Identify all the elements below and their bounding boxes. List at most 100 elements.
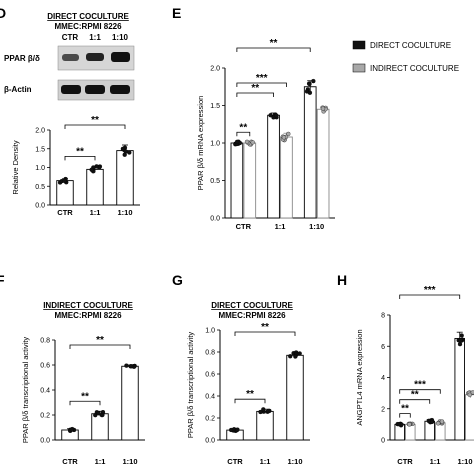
significance-bracket <box>399 294 461 299</box>
y-tick-label: 0.5 <box>210 178 220 185</box>
bar <box>303 86 317 219</box>
data-point <box>120 146 126 151</box>
y-axis-label: Relative Density <box>11 140 20 194</box>
y-tick-label: 2.0 <box>210 66 220 73</box>
data-point <box>281 135 287 140</box>
data-point <box>288 354 293 359</box>
panel-d-header-1: DIRECT COCULTURE <box>47 12 129 21</box>
bar <box>465 394 474 441</box>
significance-label: *** <box>256 73 268 84</box>
x-tick-label: CTR <box>62 457 78 466</box>
panel-f-header-2: MMEC:RPMI 8226 <box>54 311 122 320</box>
data-point <box>268 113 273 118</box>
data-point <box>62 178 67 183</box>
y-tick-label: 0.8 <box>40 338 50 345</box>
x-tick-label: 1:10 <box>287 457 302 466</box>
y-tick-label: 1.0 <box>35 165 45 172</box>
significance-label: ** <box>76 146 84 157</box>
y-tick-label: 8 <box>381 313 385 320</box>
bar <box>243 142 257 219</box>
data-point <box>307 81 312 87</box>
significance-label: ** <box>251 83 259 94</box>
chart-panel-e: 0.0 0.5 1.0 1.5 2.0 PPAR β/δ mRNA expression C… <box>196 38 335 231</box>
significance-label: *** <box>424 285 436 296</box>
data-point <box>457 342 463 347</box>
data-point <box>274 113 279 118</box>
bar <box>405 423 416 441</box>
bar <box>230 142 244 219</box>
bar <box>280 136 293 219</box>
bar <box>256 410 274 441</box>
data-point <box>293 354 298 359</box>
x-tick-label: CTR <box>397 457 413 466</box>
significance-label: ** <box>261 322 269 333</box>
data-point <box>258 409 263 415</box>
y-tick-label: 0.0 <box>210 216 220 223</box>
x-tick-label: 1:10 <box>122 457 137 466</box>
data-point <box>127 150 132 155</box>
significance-bracket <box>236 92 274 97</box>
legend: DIRECT COCULTURE INDIRECT COCULTURE <box>352 40 459 73</box>
y-tick-label: 0.6 <box>40 363 50 370</box>
x-tick-label: 1:1 <box>260 457 271 466</box>
data-point <box>89 167 94 172</box>
significance-label: ** <box>401 404 409 415</box>
significance-bracket <box>64 124 126 129</box>
y-tick-label: 6 <box>381 344 385 351</box>
data-point <box>250 140 255 145</box>
x-tick-label: 1:1 <box>275 222 286 231</box>
y-tick-label: 1.5 <box>35 146 45 153</box>
data-point <box>439 419 445 424</box>
significance-label: ** <box>246 389 254 400</box>
y-tick-label: 0.2 <box>205 416 215 423</box>
data-point <box>320 106 326 111</box>
legend-swatch-direct <box>352 40 366 50</box>
data-point <box>122 152 127 157</box>
data-point <box>458 338 463 343</box>
significance-bracket <box>64 155 96 161</box>
bar <box>116 150 134 206</box>
data-point <box>234 139 240 144</box>
data-point <box>69 427 74 432</box>
bar <box>86 168 104 206</box>
chart-panel-g: 0.0 0.2 0.4 0.6 0.8 1.0 PPAR β/δ transcription… <box>186 322 310 466</box>
y-tick-label: 0.5 <box>35 184 45 191</box>
bar <box>267 114 280 219</box>
data-point <box>426 418 431 423</box>
y-tick-label: 0 <box>381 438 385 445</box>
significance-bracket <box>236 131 251 137</box>
chart-panel-d: 0.0 0.5 1.0 1.5 2.0 Relative Density CTR 1:1 1:1… <box>11 115 140 217</box>
y-tick-label: 4 <box>381 375 385 382</box>
y-axis-label: PPAR β/δ mRNA expression <box>196 96 205 191</box>
y-axis-label: PPAR β/δ transcriptional activity <box>21 337 30 444</box>
data-point <box>244 139 250 144</box>
data-point <box>99 412 105 418</box>
panel-letter-g: G <box>172 272 183 288</box>
data-point <box>96 411 101 416</box>
significance-label: ** <box>96 335 104 346</box>
chart-panel-f: 0.0 0.2 0.4 0.6 0.8 PPAR β/δ transcriptional … <box>21 335 145 466</box>
western-blot-image <box>57 45 135 101</box>
panel-letter-d: D <box>0 5 6 21</box>
significance-bracket <box>69 400 101 406</box>
legend-label-indirect: INDIRECT COCULTURE <box>370 64 459 73</box>
bar <box>435 422 446 441</box>
x-tick-label: 1:1 <box>90 208 101 217</box>
bar <box>91 413 109 441</box>
x-tick-label: CTR <box>236 222 252 231</box>
x-tick-label: 1:1 <box>430 457 441 466</box>
significance-bracket <box>399 399 431 404</box>
y-tick-label: 0.0 <box>205 438 215 445</box>
blot-row-actin: β-Actin <box>4 85 32 94</box>
panel-letter-f: F <box>0 272 5 288</box>
y-tick-label: 0.8 <box>205 350 215 357</box>
significance-label: *** <box>414 380 426 391</box>
y-tick-label: 1.0 <box>210 141 220 148</box>
y-tick-label: 0.4 <box>205 394 215 401</box>
data-point <box>261 407 266 412</box>
x-tick-label: CTR <box>227 457 243 466</box>
x-tick-label: 1:10 <box>309 222 324 231</box>
significance-bracket <box>236 82 287 87</box>
data-point <box>235 427 240 432</box>
